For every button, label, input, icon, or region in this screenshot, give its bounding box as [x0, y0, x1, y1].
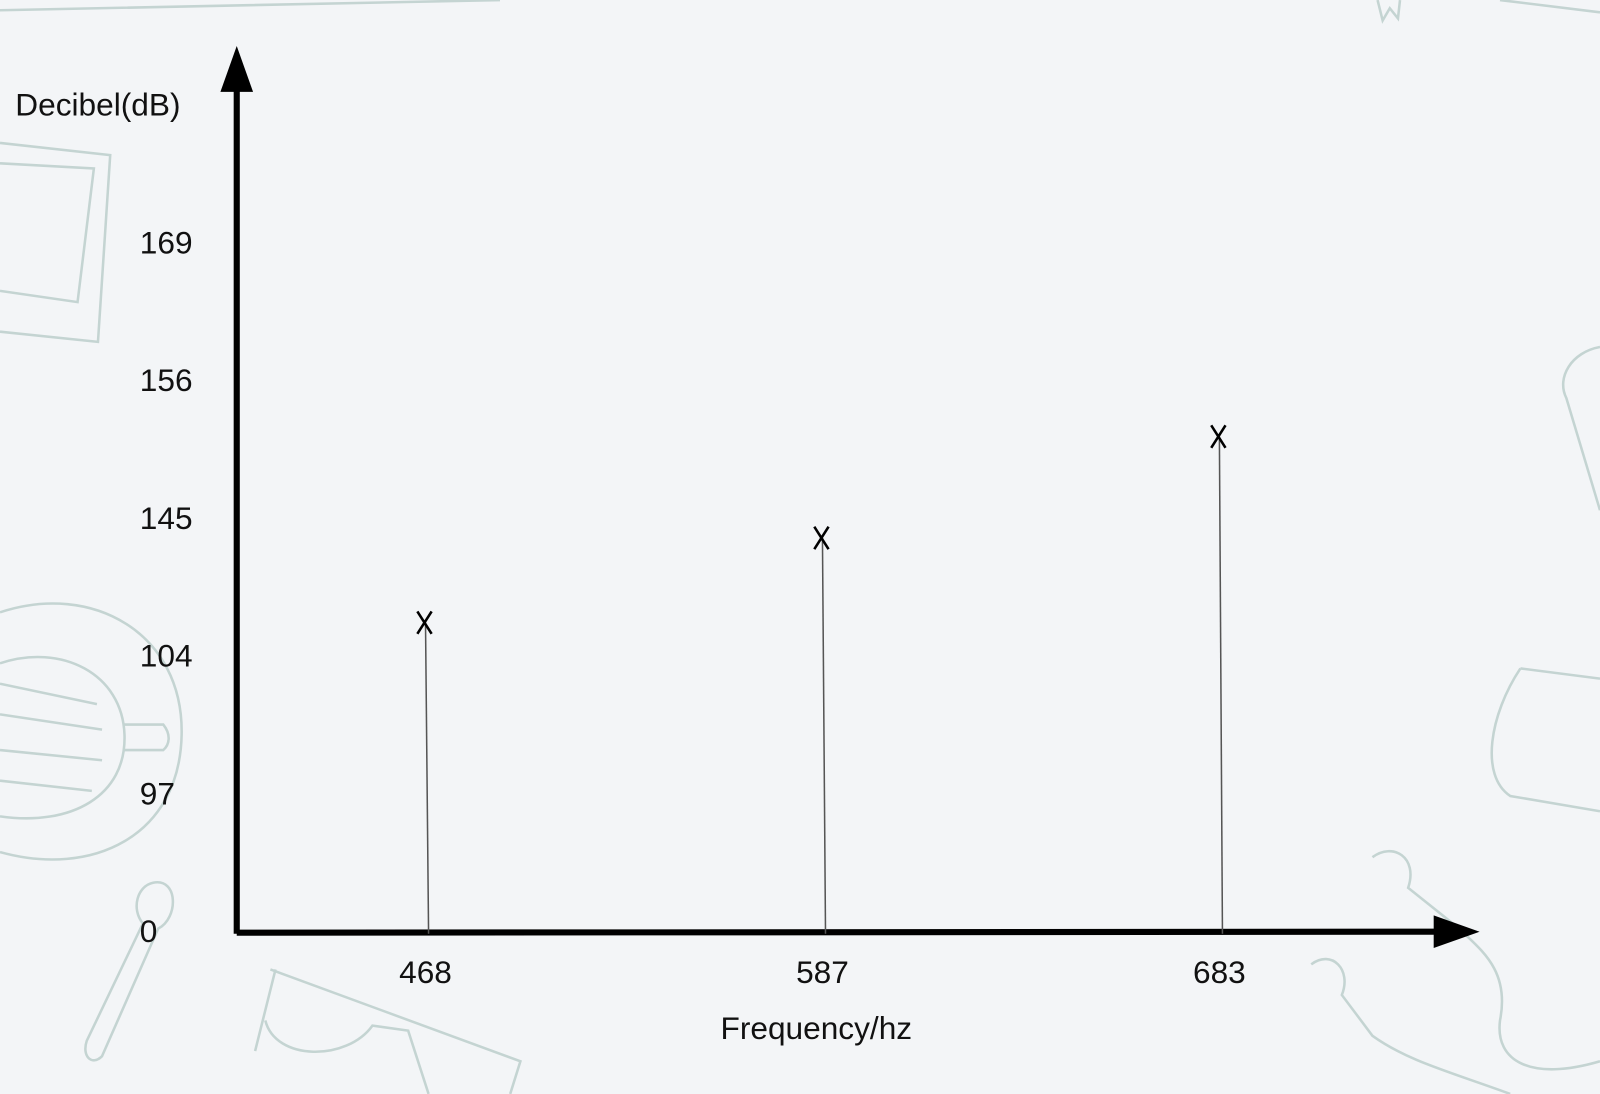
y-tick-label: 156 — [140, 362, 193, 398]
stem — [821, 537, 827, 934]
doodle-earphones — [1310, 850, 1600, 1094]
x-axis-arrow — [1433, 915, 1480, 949]
x-axis-label: Frequency/hz — [721, 1010, 913, 1046]
doodle-box — [1490, 667, 1600, 813]
y-tick-label: 0 — [140, 913, 158, 949]
plot-area: Decibel(dB) Frequency/hz — [15, 45, 1480, 1046]
doodle-cup — [0, 602, 183, 861]
stem — [1218, 436, 1224, 934]
doodle-phone — [1561, 345, 1600, 511]
y-tick-label: 169 — [140, 224, 193, 260]
x-marker — [416, 610, 433, 635]
x-marker — [1210, 424, 1227, 449]
doodle-top — [0, 0, 1600, 24]
x-tick-label: 587 — [796, 954, 849, 990]
y-tick-label: 104 — [140, 638, 193, 674]
doodle-spoon — [84, 881, 175, 1062]
x-tick-label: 683 — [1193, 954, 1246, 990]
y-axis-arrow — [220, 45, 254, 92]
x-axis — [236, 928, 1439, 936]
doodle-coffee — [0, 682, 103, 793]
doodle-frame — [0, 141, 112, 344]
y-tick-label: 97 — [140, 775, 175, 811]
stem — [424, 622, 430, 934]
y-tick-label: 145 — [140, 500, 193, 536]
x-tick-label: 468 — [399, 954, 452, 990]
y-axis-label: Decibel(dB) — [15, 87, 180, 123]
x-marker — [813, 526, 830, 550]
doodle-glasses — [253, 968, 522, 1094]
